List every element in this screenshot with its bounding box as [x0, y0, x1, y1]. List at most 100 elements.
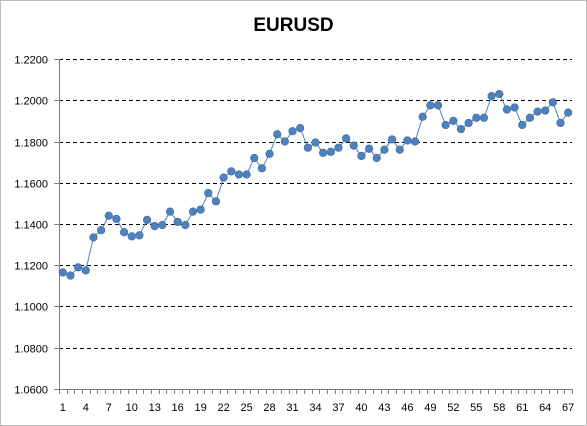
y-tick-label: 1.2200 [14, 55, 48, 67]
x-tick-label: 1 [60, 402, 66, 414]
data-point [472, 113, 481, 122]
data-point [58, 268, 67, 277]
y-tick-label: 1.0800 [14, 344, 48, 356]
data-point [479, 113, 489, 122]
x-tick-label: 64 [539, 402, 551, 414]
data-point [66, 271, 75, 280]
data-point [273, 130, 282, 139]
data-point [487, 92, 496, 101]
x-tick-label: 28 [263, 402, 275, 414]
y-tick-label: 1.1400 [14, 220, 48, 232]
data-point [250, 153, 259, 163]
data-point [564, 108, 573, 117]
data-point [342, 134, 351, 143]
x-tick-label: 16 [172, 402, 184, 414]
chart-title: EURUSD [253, 15, 334, 36]
y-tick-label: 1.1800 [14, 138, 48, 150]
data-point [104, 211, 113, 220]
x-tick-label: 10 [126, 402, 138, 414]
x-tick-label: 22 [217, 402, 229, 414]
data-point [288, 127, 297, 136]
x-tick-label: 37 [332, 402, 344, 414]
x-tick-label: 49 [424, 402, 436, 414]
data-point [257, 164, 267, 173]
data-point [196, 205, 205, 214]
series-eurusd [58, 89, 573, 280]
data-point [556, 118, 565, 128]
data-point [158, 220, 167, 230]
data-point [135, 231, 144, 240]
data-point [97, 226, 106, 235]
x-tick-label: 19 [195, 402, 207, 414]
data-point [296, 123, 305, 133]
x-tick-label: 40 [355, 402, 367, 414]
data-point [280, 137, 289, 146]
x-tick-label: 13 [149, 402, 161, 414]
data-point [495, 89, 504, 99]
series-line [62, 93, 569, 277]
data-point [357, 151, 366, 161]
data-point [181, 220, 190, 230]
data-point [242, 170, 251, 179]
data-point [372, 153, 381, 163]
y-tick-label: 1.1200 [14, 261, 48, 273]
data-point [502, 105, 512, 114]
data-point [403, 136, 412, 145]
data-point [426, 101, 435, 110]
data-point [234, 170, 244, 179]
data-point [89, 233, 98, 242]
data-point [410, 137, 420, 146]
data-point [227, 167, 236, 176]
data-point [518, 120, 527, 130]
data-point [449, 116, 458, 125]
x-tick-label: 52 [447, 402, 459, 414]
x-tick-label: 7 [106, 402, 112, 414]
data-point [311, 138, 320, 147]
data-point [112, 214, 121, 223]
data-point [188, 207, 198, 216]
data-point [380, 145, 389, 154]
x-tick-label: 55 [470, 402, 482, 414]
data-point [349, 141, 358, 150]
data-point [165, 207, 175, 216]
x-tick-label: 34 [309, 402, 321, 414]
y-tick-label: 1.1000 [14, 302, 48, 314]
data-point [364, 144, 374, 153]
data-point [334, 143, 343, 152]
data-point [541, 106, 550, 115]
data-point [464, 118, 473, 128]
x-tick-label: 67 [562, 402, 574, 414]
data-point [441, 120, 450, 130]
data-point [211, 197, 221, 206]
x-tick-label: 61 [516, 402, 528, 414]
data-point [418, 112, 427, 121]
y-tick-label: 1.2000 [14, 96, 48, 108]
data-point [395, 145, 404, 154]
gridlines [59, 59, 572, 349]
data-point [119, 228, 129, 237]
x-tick-label: 43 [378, 402, 390, 414]
data-point [510, 103, 519, 112]
x-tick-label: 58 [493, 402, 505, 414]
data-point [456, 125, 466, 134]
data-point [127, 232, 136, 241]
data-point [387, 135, 397, 144]
data-point [533, 107, 542, 116]
data-point [219, 173, 228, 182]
axes: 1.0600 1.0800 1.1000 1.1200 1.1400 1.1600 1.18… [14, 55, 574, 415]
data-point [326, 147, 335, 156]
data-point [319, 148, 328, 157]
data-point [265, 149, 274, 158]
y-tick-label: 1.1600 [14, 179, 48, 191]
x-tick-label: 31 [286, 402, 298, 414]
data-point [142, 215, 152, 224]
data-point [548, 98, 557, 107]
data-point [525, 113, 534, 122]
data-point [204, 188, 213, 198]
data-point [303, 143, 312, 152]
x-tick-label: 4 [83, 402, 89, 414]
y-tick-label: 1.0600 [14, 385, 48, 397]
data-point [81, 266, 90, 275]
